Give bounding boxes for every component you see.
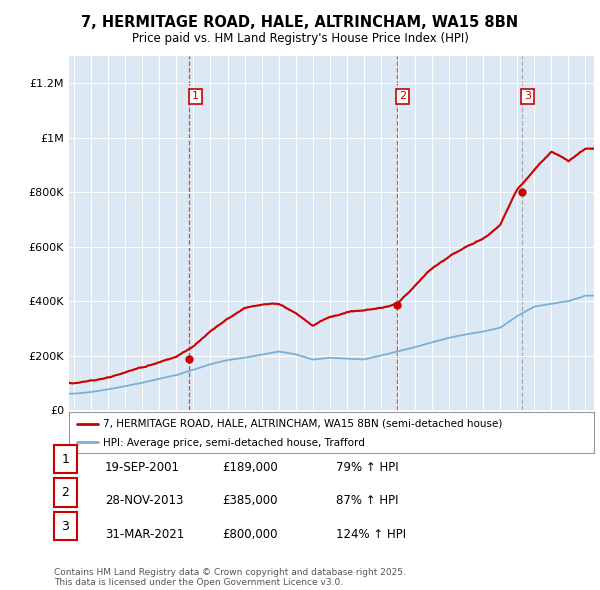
Text: Price paid vs. HM Land Registry's House Price Index (HPI): Price paid vs. HM Land Registry's House … (131, 32, 469, 45)
Text: HPI: Average price, semi-detached house, Trafford: HPI: Average price, semi-detached house,… (103, 438, 365, 447)
Text: 31-MAR-2021: 31-MAR-2021 (105, 528, 184, 541)
Text: 87% ↑ HPI: 87% ↑ HPI (336, 494, 398, 507)
Text: £385,000: £385,000 (222, 494, 277, 507)
Text: 3: 3 (524, 91, 531, 101)
Text: £189,000: £189,000 (222, 461, 278, 474)
Text: 1: 1 (61, 453, 70, 466)
Text: 7, HERMITAGE ROAD, HALE, ALTRINCHAM, WA15 8BN: 7, HERMITAGE ROAD, HALE, ALTRINCHAM, WA1… (82, 15, 518, 30)
Text: 7, HERMITAGE ROAD, HALE, ALTRINCHAM, WA15 8BN (semi-detached house): 7, HERMITAGE ROAD, HALE, ALTRINCHAM, WA1… (103, 419, 503, 429)
Text: 28-NOV-2013: 28-NOV-2013 (105, 494, 184, 507)
Text: 79% ↑ HPI: 79% ↑ HPI (336, 461, 398, 474)
Text: 2: 2 (61, 486, 70, 499)
Text: £800,000: £800,000 (222, 528, 277, 541)
Text: 19-SEP-2001: 19-SEP-2001 (105, 461, 180, 474)
Text: 1: 1 (192, 91, 199, 101)
Text: 2: 2 (399, 91, 406, 101)
Text: Contains HM Land Registry data © Crown copyright and database right 2025.
This d: Contains HM Land Registry data © Crown c… (54, 568, 406, 587)
Text: 3: 3 (61, 520, 70, 533)
Text: 124% ↑ HPI: 124% ↑ HPI (336, 528, 406, 541)
